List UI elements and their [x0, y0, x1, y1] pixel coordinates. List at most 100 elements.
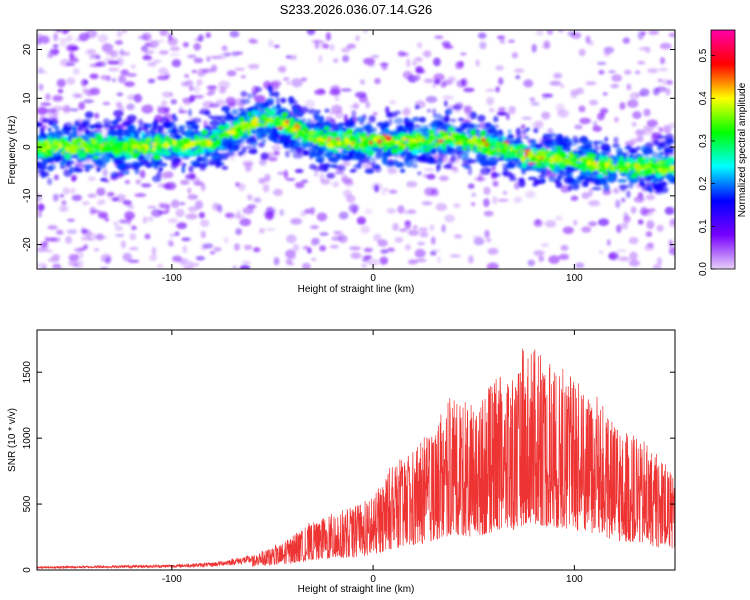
spectrogram-cell: [477, 153, 488, 161]
spectrogram-cell: [193, 57, 204, 64]
spectrogram-cell: [201, 68, 214, 73]
spectrogram-cell: [661, 141, 666, 147]
spectrogram-cell: [586, 160, 592, 166]
spectrogram-cell: [241, 146, 247, 154]
spectrogram-cell: [81, 201, 90, 206]
spectrogram-cell: [341, 161, 351, 166]
spectrogram-cell: [40, 102, 52, 107]
spectrogram-cell: [630, 138, 639, 144]
spectrogram-cell: [386, 247, 395, 252]
spectrogram-cell: [424, 156, 435, 164]
spectrogram-cell: [581, 226, 592, 233]
spectrogram-cell: [574, 124, 583, 130]
spectrogram-cell: [190, 119, 196, 127]
spectrogram-cell: [193, 43, 201, 51]
spectrogram-cell: [409, 135, 416, 139]
spectrogram-cell: [202, 155, 207, 160]
spectrogram-cell: [550, 151, 557, 156]
spectrogram-cell: [490, 127, 498, 135]
spectrogram-cell: [304, 127, 309, 131]
spectrogram-cell: [472, 235, 483, 240]
spectrogram-cell: [171, 199, 180, 209]
spectrogram-cell: [294, 181, 305, 189]
spectrogram-cell: [273, 121, 282, 127]
spectrogram-cell: [386, 208, 397, 214]
spectrogram-cell: [524, 190, 536, 199]
spectrogram-cell: [329, 43, 335, 52]
colorbar-tick-label: 0.3: [698, 134, 709, 148]
spectrogram-cell: [56, 78, 66, 88]
spectrogram-cell: [400, 168, 406, 173]
spectrogram-cell: [475, 59, 480, 67]
spectrogram-cell: [210, 55, 223, 60]
spectrogram-cell: [340, 145, 348, 149]
spectrogram-cell: [128, 259, 140, 263]
spectrogram-cell: [578, 105, 586, 113]
spectrogram-cell: [383, 148, 388, 152]
spectrogram-cell: [319, 129, 324, 135]
spectrogram-cell: [495, 86, 500, 93]
spectrogram-cell: [247, 63, 260, 70]
spectrogram-cell: [60, 151, 65, 155]
spectrogram-cell: [70, 187, 76, 195]
spectrogram-cell: [292, 107, 298, 116]
spectrogram-cell: [59, 205, 69, 212]
spectrogram-cell: [405, 244, 411, 251]
spectrogram-cell: [134, 193, 147, 198]
spectrogram-cell: [423, 168, 435, 172]
spectrogram-cell: [491, 138, 497, 143]
spectrogram-cell: [52, 140, 60, 147]
spectrogram-cell: [660, 168, 668, 175]
spectrogram-cell: [537, 161, 542, 166]
spectrogram-cell: [477, 114, 486, 122]
spectrogram-cell: [90, 209, 101, 214]
spectrogram-cell: [52, 197, 59, 203]
spectrogram-cell: [71, 194, 83, 201]
spectrogram-cell: [645, 194, 656, 201]
spectrogram-cell: [368, 258, 379, 267]
spectrogram-cell: [211, 133, 218, 137]
spectrogram-cell: [109, 154, 115, 159]
spectrogram-cell: [37, 262, 48, 268]
snr-x-tick-label: 0: [370, 574, 376, 585]
spectrogram-cell: [83, 99, 94, 104]
spectrogram-cell: [380, 249, 389, 254]
spectrogram-cell: [188, 95, 196, 103]
spectrogram-cell: [277, 171, 285, 175]
spectrogram-cell: [332, 149, 340, 153]
spectrogram-cell: [88, 137, 97, 142]
spectrogram-cell: [331, 141, 337, 144]
spectrogram-cell: [100, 253, 112, 263]
spectrogram-cell: [665, 88, 671, 96]
spectrogram-cell: [45, 93, 51, 101]
spectrogram-cell: [336, 164, 346, 171]
spectrogram-cell: [531, 43, 537, 53]
spectrogram-cell: [110, 171, 120, 178]
spectrogram-cell: [290, 218, 303, 225]
spectrogram-cell: [277, 116, 281, 122]
spectrogram-cell: [143, 123, 149, 131]
spectrogram-cell: [247, 129, 251, 136]
spectrogram-cell: [248, 148, 258, 155]
spectrogram-cell: [309, 153, 320, 158]
spectrogram-cell: [258, 228, 265, 234]
spectrogram-cell: [540, 173, 546, 181]
spectrogram-cell: [252, 109, 256, 116]
spectrogram-cell: [258, 142, 265, 148]
spectrogram-cell: [64, 153, 71, 160]
spectrogram-cell: [639, 164, 647, 168]
spectrogram-cell: [179, 202, 186, 206]
spectrogram-cell: [610, 84, 619, 89]
spectrogram-cell: [151, 142, 158, 146]
spectrogram-cell: [507, 159, 518, 167]
spectrogram-cell: [346, 43, 356, 49]
spectrogram-cell: [558, 253, 570, 260]
spectrogram-cell: [563, 177, 574, 181]
spectrogram-cell: [380, 190, 387, 196]
spectrogram-cell: [668, 239, 673, 248]
spectrogram-cell: [630, 172, 638, 177]
spectrogram-cell: [224, 139, 235, 147]
spectrogram-cell: [462, 119, 472, 123]
spectrogram-cell: [489, 149, 494, 153]
spectrogram-cell: [226, 70, 237, 77]
